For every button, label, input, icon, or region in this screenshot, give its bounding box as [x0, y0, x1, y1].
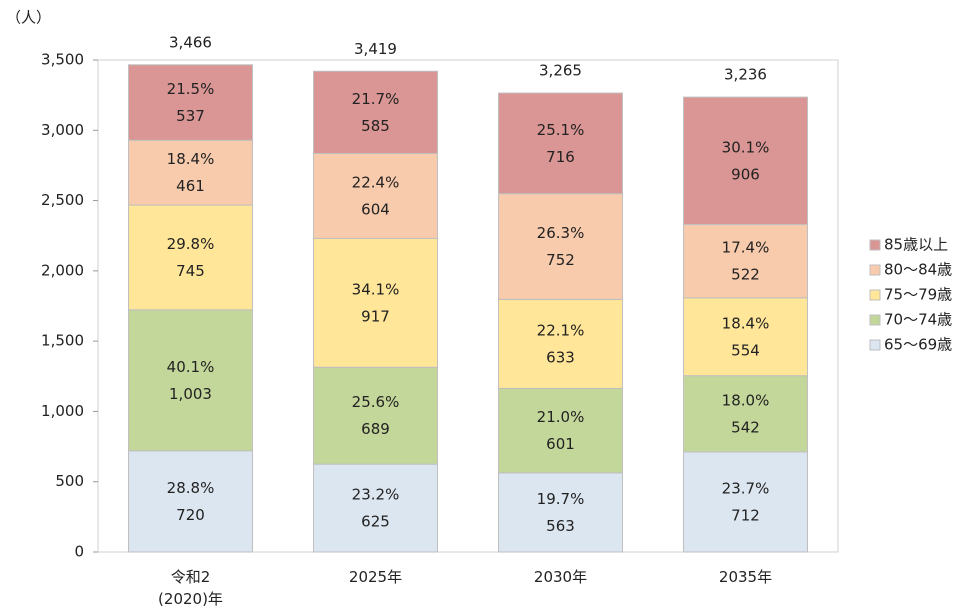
percent-label: 25.1%	[537, 121, 585, 139]
value-label: 625	[361, 513, 390, 531]
legend-swatch	[869, 264, 881, 276]
percent-label: 23.2%	[352, 486, 400, 504]
value-label: 537	[176, 107, 205, 125]
value-label: 752	[546, 251, 575, 269]
percent-label: 21.7%	[352, 90, 400, 108]
percent-label: 23.7%	[722, 479, 770, 497]
value-label: 601	[546, 435, 575, 453]
legend-label: 75～79歳	[884, 286, 952, 304]
value-label: 906	[731, 165, 760, 183]
y-tick-label: 1,500	[41, 332, 84, 350]
bar-segment	[313, 152, 438, 239]
y-tick-label: 3,500	[41, 51, 84, 69]
bar-segment	[683, 451, 808, 553]
x-tick-label: 2025年	[348, 568, 403, 586]
y-axis-label: （人）	[6, 9, 51, 27]
plot-area	[97, 59, 839, 553]
y-tick-label: 2,000	[41, 261, 84, 279]
bar-segment	[313, 463, 438, 553]
percent-label: 25.6%	[352, 393, 400, 411]
legend-swatch	[869, 289, 881, 301]
percent-label: 18.4%	[722, 314, 770, 332]
bar-segment	[128, 309, 253, 452]
bar-segment	[683, 375, 808, 453]
legend-label: 80～84歳	[884, 261, 952, 279]
total-label: 3,466	[169, 33, 212, 51]
percent-label: 17.4%	[722, 239, 770, 257]
value-label: 633	[546, 348, 575, 366]
bar-segment	[313, 70, 438, 154]
percent-label: 28.8%	[167, 479, 215, 497]
total-label: 3,265	[539, 62, 582, 80]
percent-label: 21.5%	[167, 80, 215, 98]
value-label: 745	[176, 262, 205, 280]
percent-label: 34.1%	[352, 280, 400, 298]
bar-segment	[128, 64, 253, 141]
percent-label: 40.1%	[167, 358, 215, 376]
legend-label: 85歳以上	[884, 236, 948, 254]
bar-segment	[498, 298, 623, 389]
bar-segment	[313, 366, 438, 465]
total-label: 3,419	[354, 40, 397, 58]
percent-label: 19.7%	[537, 490, 585, 508]
percent-label: 21.0%	[537, 408, 585, 426]
bar-segment	[683, 223, 808, 299]
value-label: 720	[176, 506, 205, 524]
percent-label: 18.4%	[167, 150, 215, 168]
value-label: 585	[361, 117, 390, 135]
y-tick-label: 500	[55, 472, 84, 490]
bar-segment	[683, 96, 808, 225]
percent-label: 29.8%	[167, 235, 215, 253]
value-label: 522	[731, 266, 760, 284]
bar-segment	[128, 204, 253, 311]
y-tick-label: 1,000	[41, 402, 84, 420]
value-label: 716	[546, 148, 575, 166]
value-label: 917	[361, 307, 390, 325]
legend-label: 70～74歳	[884, 311, 952, 329]
y-tick-label: 3,000	[41, 121, 84, 139]
value-label: 461	[176, 177, 205, 195]
value-label: 563	[546, 517, 575, 535]
percent-label: 22.1%	[537, 321, 585, 339]
percent-label: 30.1%	[722, 138, 770, 156]
value-label: 689	[361, 420, 390, 438]
percent-label: 22.4%	[352, 173, 400, 191]
y-tick-label: 0	[74, 543, 84, 561]
legend-label: 65～69歳	[884, 336, 952, 354]
percent-label: 26.3%	[537, 224, 585, 242]
legend-swatch	[869, 239, 881, 251]
bar-segment	[683, 297, 808, 377]
percent-label: 18.0%	[722, 391, 770, 409]
value-label: 1,003	[169, 385, 212, 403]
x-tick-label: 令和2 (2020)年	[158, 568, 223, 608]
bar-segment	[313, 237, 438, 368]
x-tick-label: 2035年	[718, 568, 773, 586]
bar-segment	[498, 92, 623, 195]
value-label: 542	[731, 418, 760, 436]
value-label: 604	[361, 200, 390, 218]
bar-segment	[498, 472, 623, 553]
x-tick-label: 2030年	[533, 568, 588, 586]
value-label: 712	[731, 506, 760, 524]
bar-segment	[498, 193, 623, 300]
legend-swatch	[869, 314, 881, 326]
bar-segment	[128, 450, 253, 553]
bar-segment	[128, 139, 253, 206]
value-label: 554	[731, 341, 760, 359]
bar-segment	[498, 387, 623, 474]
total-label: 3,236	[724, 66, 767, 84]
legend-swatch	[869, 339, 881, 351]
y-tick-label: 2,500	[41, 191, 84, 209]
